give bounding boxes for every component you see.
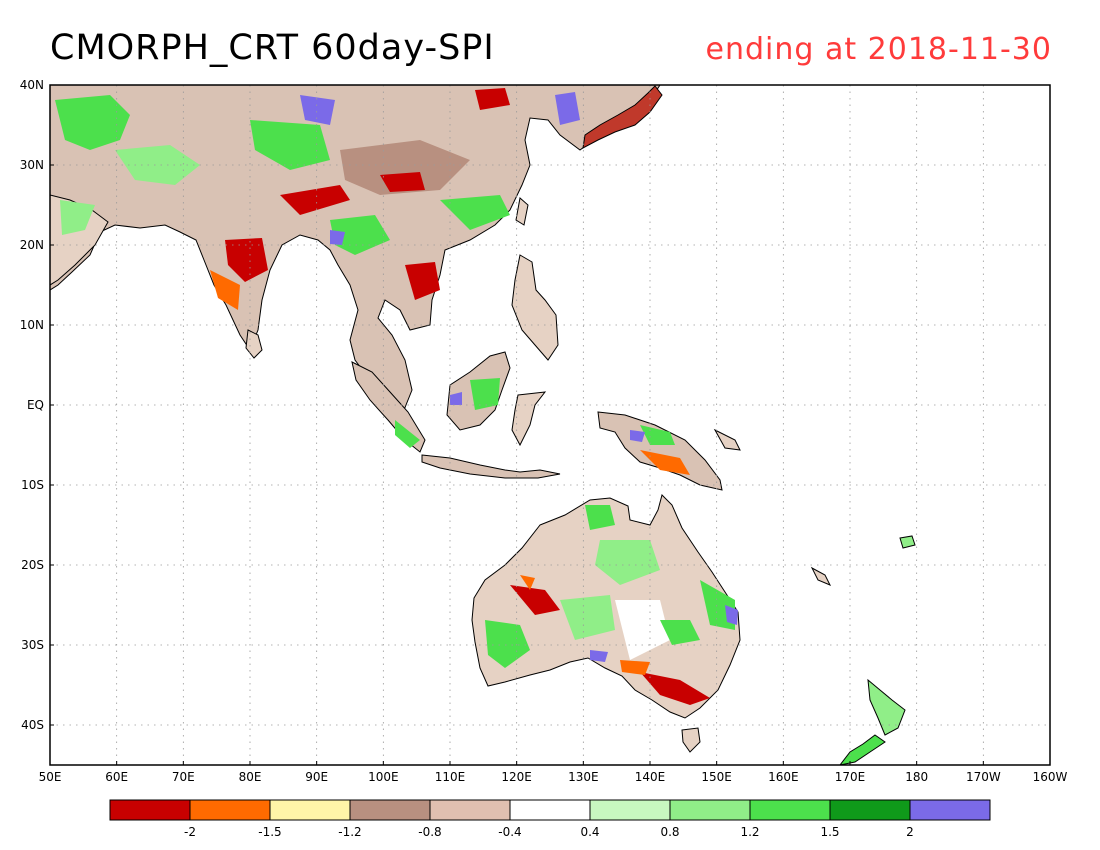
lat-tick-label: 20N: [20, 238, 44, 252]
colorbar-labels: -2 -1.5 -1.2 -0.8 -0.4 0.4 0.8 1.2 1.5 2: [184, 825, 914, 839]
lat-tick-label: 30N: [20, 158, 44, 172]
colorbar-label: 0.4: [580, 825, 599, 839]
colorbar-swatch: [269, 799, 351, 821]
colorbar-swatch: [669, 799, 751, 821]
colorbar-label: -0.4: [498, 825, 521, 839]
lat-tick-label: 20S: [21, 558, 44, 572]
lon-tick-label: 160E: [768, 770, 799, 784]
grid-lines: [50, 85, 1050, 765]
taiwan: [515, 197, 529, 226]
land-layer: [50, 85, 916, 765]
lon-tick-label: 70E: [172, 770, 195, 784]
sulawesi: [511, 391, 547, 447]
lon-tick-label: 140E: [635, 770, 666, 784]
lat-tick-label: 30S: [21, 638, 44, 652]
map-title: CMORPH_CRT 60day-SPI: [50, 28, 495, 68]
map-frame: [49, 84, 1051, 766]
java: [421, 454, 561, 479]
colorbar-swatch: [749, 799, 831, 821]
colorbar-label: -0.8: [418, 825, 441, 839]
longitude-labels: 50E 60E 70E 80E 90E 100E 110E 120E 130E 140E 150E 1…: [39, 761, 1068, 784]
lon-tick-label: 180: [905, 770, 928, 784]
colorbar-swatch: [829, 799, 911, 821]
tasmania: [681, 727, 701, 753]
lon-tick-label: 90E: [305, 770, 328, 784]
lat-tick-label: 10S: [21, 478, 44, 492]
lat-tick-label: EQ: [27, 398, 44, 412]
lon-tick-label: 170E: [835, 770, 866, 784]
solomon-islands: [713, 428, 741, 451]
lon-tick-label: 100E: [368, 770, 399, 784]
lon-tick-label: 80E: [239, 770, 262, 784]
colorbar-label: 1.5: [820, 825, 839, 839]
new-caledonia: [810, 566, 832, 586]
colorbar-label: 2: [906, 825, 914, 839]
colorbar-swatch: [109, 799, 191, 821]
lon-tick-label: 130E: [568, 770, 599, 784]
lon-tick-label: 50E: [39, 770, 62, 784]
colorbar-swatch: [349, 799, 431, 821]
colorbar-swatch: [509, 799, 591, 821]
lat-tick-label: 40S: [21, 718, 44, 732]
colorbar-swatch: [429, 799, 511, 821]
lon-tick-label: 120E: [501, 770, 532, 784]
latitude-labels: 40N 30N 20N 10N EQ 10S 20S 30S 40S: [20, 78, 54, 732]
colorbar-label: -2: [184, 825, 196, 839]
colorbar-swatch: [189, 799, 271, 821]
lon-tick-label: 60E: [105, 770, 128, 784]
map-subtitle: ending at 2018-11-30: [705, 32, 1052, 67]
sri-lanka: [245, 329, 263, 359]
lon-tick-label: 150E: [701, 770, 732, 784]
colorbar-swatch: [909, 799, 991, 821]
colorbar-label: 1.2: [740, 825, 759, 839]
colorbar: [109, 799, 991, 821]
lon-tick-label: 160W: [1033, 770, 1068, 784]
colorbar-label: -1.5: [258, 825, 281, 839]
colorbar-label: 0.8: [660, 825, 679, 839]
colorbar-swatch: [589, 799, 671, 821]
philippines: [511, 254, 559, 361]
spi-patches: [55, 88, 738, 705]
lon-tick-label: 170W: [966, 770, 1001, 784]
new-zealand-north: [867, 678, 906, 736]
lon-tick-label: 110E: [435, 770, 466, 784]
colorbar-label: -1.2: [338, 825, 361, 839]
fiji: [899, 535, 916, 549]
lat-tick-label: 40N: [20, 78, 44, 92]
lat-tick-label: 10N: [20, 318, 44, 332]
new-zealand-south: [839, 734, 886, 765]
new-guinea: [597, 411, 723, 491]
